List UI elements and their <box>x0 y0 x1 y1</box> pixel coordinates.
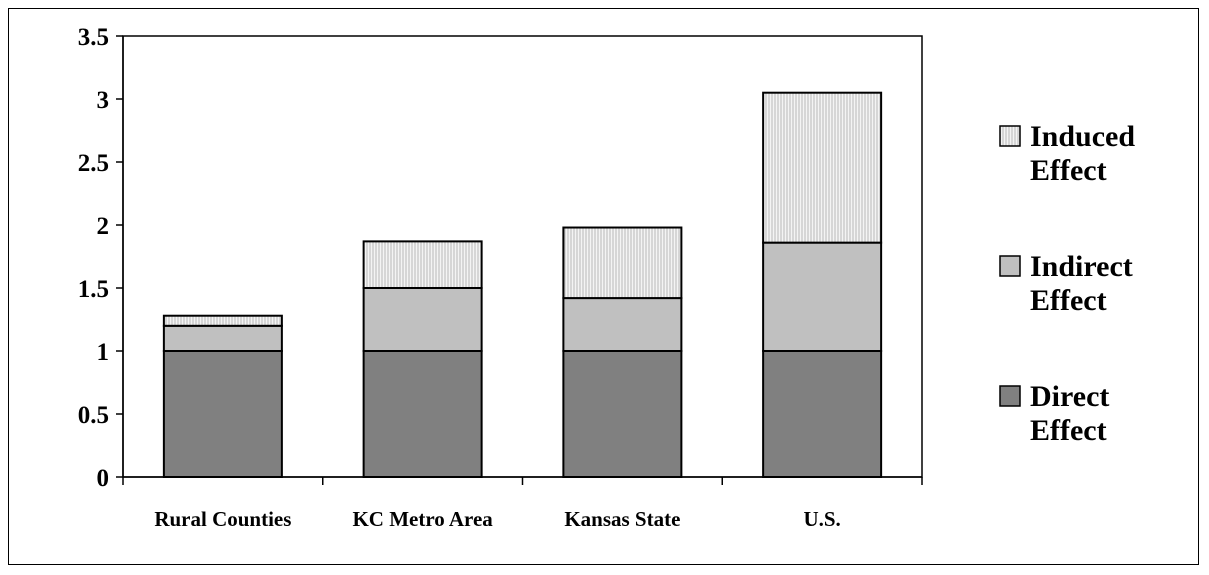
bar-segment-indirect-effect <box>762 241 883 352</box>
bar-segment-direct-effect <box>362 350 483 478</box>
legend-label: Effect <box>1030 284 1107 317</box>
bar-segment-direct-effect <box>162 350 283 478</box>
x-tick-label: Rural Counties <box>154 507 291 531</box>
legend-label: Effect <box>1030 414 1107 447</box>
bar-segment-indirect-effect <box>562 297 683 352</box>
legend-swatch <box>999 125 1021 147</box>
bar-segment-induced-effect <box>162 314 283 327</box>
y-axis-labels: 0 0.5 1 1.5 2 2.5 3 3.5 <box>78 24 109 492</box>
x-tick-label: Kansas State <box>564 507 680 531</box>
legend-swatch <box>999 255 1021 277</box>
bars <box>162 91 883 478</box>
bar-segment-induced-effect <box>762 91 883 244</box>
legend-label: Induced <box>1030 120 1135 153</box>
y-tick-label: 3.5 <box>78 24 109 51</box>
bar-segment-induced-effect <box>362 240 483 290</box>
y-tick-label: 3 <box>97 87 110 114</box>
y-tick-label: 1 <box>97 339 110 366</box>
y-tick-label: 1.5 <box>78 276 109 303</box>
x-tick-label: KC Metro Area <box>352 507 493 531</box>
legend-swatch <box>999 385 1021 407</box>
y-tick-label: 0.5 <box>78 402 109 429</box>
x-axis-labels: Rural Counties KC Metro Area Kansas State U… <box>154 507 840 531</box>
bar-segment-direct-effect <box>562 350 683 478</box>
bar-segment-induced-effect <box>562 226 683 300</box>
legend-label: Effect <box>1030 154 1107 187</box>
bar-segment-indirect-effect <box>162 324 283 352</box>
legend-label: Direct <box>1030 380 1109 413</box>
y-tick-label: 0 <box>97 465 110 492</box>
x-tick-label: U.S. <box>803 507 840 531</box>
bar-segment-direct-effect <box>762 350 883 478</box>
legend-label: Indirect <box>1030 250 1133 283</box>
y-tick-label: 2.5 <box>78 150 109 177</box>
y-tick-label: 2 <box>97 213 110 240</box>
bar-segment-indirect-effect <box>362 287 483 352</box>
